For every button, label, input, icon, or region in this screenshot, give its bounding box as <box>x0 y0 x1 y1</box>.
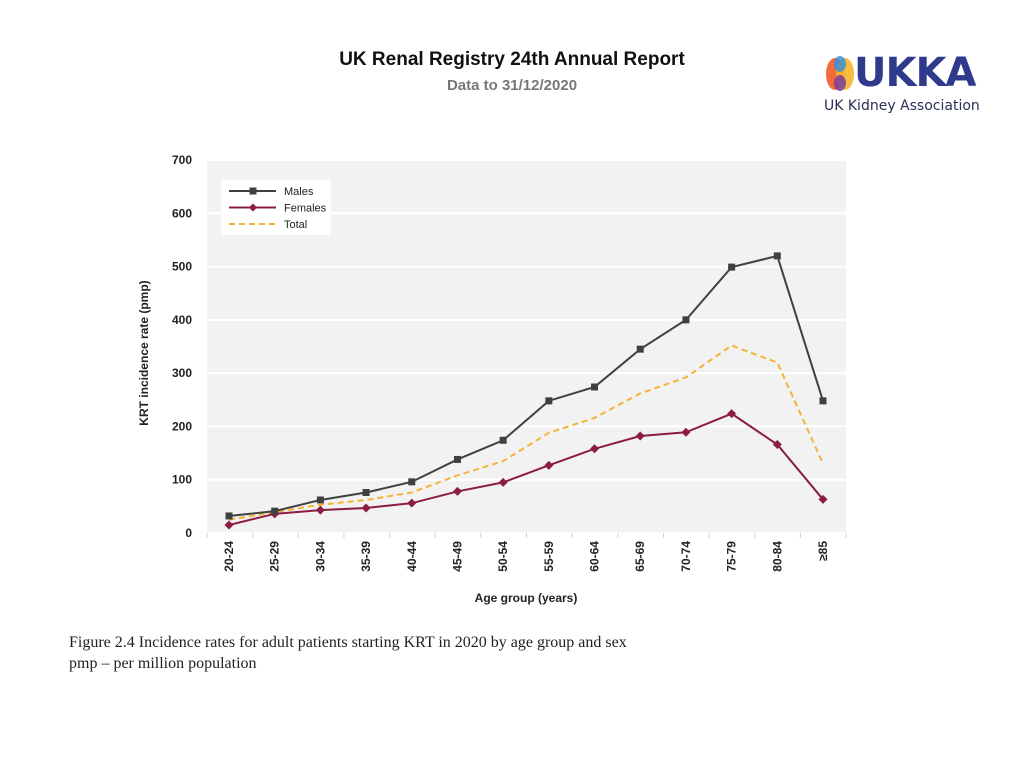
figure-caption: Figure 2.4 Incidence rates for adult pat… <box>69 632 627 674</box>
x-tick-label: 70-74 <box>679 541 693 572</box>
data-point-males <box>545 397 553 405</box>
x-tick-label: 45-49 <box>450 541 464 572</box>
x-tick-label: 75-79 <box>725 541 739 572</box>
data-point-males <box>682 316 690 324</box>
logo-wordmark: UKKA <box>854 50 976 96</box>
data-point-females <box>635 431 645 441</box>
y-tick-label: 200 <box>172 419 192 433</box>
y-tick-label: 400 <box>172 313 192 327</box>
y-tick-label: 300 <box>172 366 192 380</box>
data-point-males <box>819 397 827 405</box>
caption-line-2: pmp – per million population <box>69 655 257 672</box>
data-point-females <box>224 520 234 530</box>
data-point-males <box>271 507 279 515</box>
x-tick-label: ≥85 <box>816 541 830 561</box>
report-title: UK Renal Registry 24th Annual Report <box>339 49 685 70</box>
x-axis-label: Age group (years) <box>475 591 578 605</box>
x-tick-label: 55-59 <box>542 541 556 572</box>
x-tick-label: 60-64 <box>588 541 602 572</box>
data-point-females <box>407 498 417 508</box>
x-tick-label: 20-24 <box>222 541 236 572</box>
data-point-females <box>544 460 554 470</box>
data-point-females <box>361 503 371 513</box>
y-tick-label: 500 <box>172 260 192 274</box>
legend-label-females: Females <box>284 203 327 215</box>
series-markers <box>224 252 828 530</box>
series-lines <box>228 254 824 526</box>
series-line-males <box>228 254 824 517</box>
y-tick-label: 100 <box>172 473 192 487</box>
x-tick-label: 50-54 <box>496 541 510 572</box>
x-axis-ticks: 20-24 25-29 30-34 35-39 40-44 45-49 50-54 55-59… <box>206 533 847 572</box>
data-point-males <box>362 489 370 497</box>
data-point-males <box>591 383 599 391</box>
x-tick-label: 65-69 <box>633 541 647 572</box>
x-tick-label: 80-84 <box>770 541 784 572</box>
data-point-females <box>452 486 462 496</box>
y-tick-label: 600 <box>172 206 192 220</box>
x-tick-label: 25-29 <box>268 541 282 572</box>
y-tick-label: 700 <box>172 153 192 167</box>
report-subtitle: Data to 31/12/2020 <box>446 77 578 94</box>
legend-label-total: Total <box>284 219 307 231</box>
data-point-males <box>316 496 324 504</box>
x-tick-label: 30-34 <box>313 541 327 572</box>
data-point-females <box>498 477 508 487</box>
legend-marker <box>249 187 257 195</box>
data-point-females <box>315 505 325 515</box>
data-point-females <box>590 444 600 454</box>
x-tick-label: 40-44 <box>405 541 419 572</box>
y-axis-ticks: 0 100 200 300 400 500 600 700 <box>172 153 192 540</box>
logo-tagline: UK Kidney Association <box>824 98 980 114</box>
legend-marker <box>249 203 257 212</box>
data-point-males <box>453 455 461 463</box>
series-line-total <box>228 344 824 521</box>
data-point-females <box>727 409 737 419</box>
series-line-females <box>228 412 824 526</box>
y-tick-label: 0 <box>185 526 192 540</box>
data-point-males <box>773 252 781 260</box>
data-point-males <box>408 478 416 486</box>
kidney-logo-icon <box>826 56 854 91</box>
caption-line-1: Figure 2.4 Incidence rates for adult pat… <box>69 634 627 651</box>
data-point-males <box>499 436 507 444</box>
legend: Males Females Total <box>221 180 331 235</box>
data-point-males <box>225 512 233 520</box>
data-point-females <box>772 440 782 450</box>
y-axis-label: KRT incidence rate (pmp) <box>137 280 151 425</box>
legend-label-males: Males <box>284 186 314 198</box>
x-tick-label: 35-39 <box>359 541 373 572</box>
data-point-females <box>681 427 691 437</box>
data-point-males <box>636 345 644 353</box>
ukka-logo: UKKA UK Kidney Association <box>824 50 1004 120</box>
data-point-females <box>818 494 828 504</box>
data-point-males <box>728 263 736 271</box>
